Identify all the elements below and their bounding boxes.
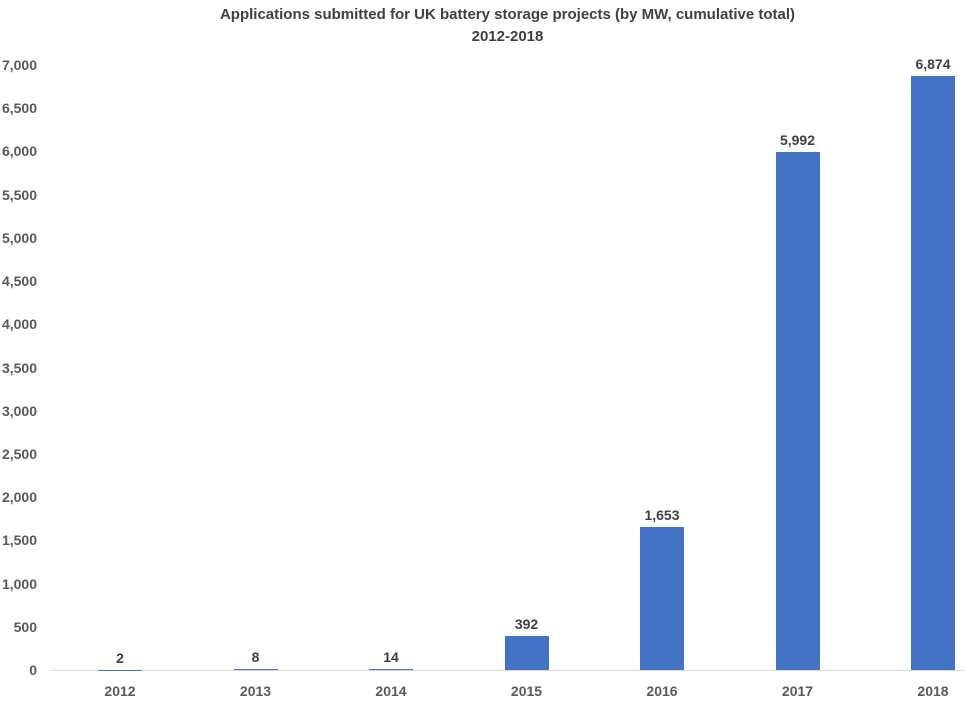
chart-title-line1: Applications submitted for UK battery st… [219, 6, 796, 23]
y-axis-tick-label: 1,500 [1, 532, 37, 549]
data-label-2017: 5,992 [779, 132, 816, 149]
x-axis-label-2018: 2018 [917, 683, 949, 699]
y-axis-tick-label: 4,500 [1, 273, 37, 290]
y-axis-tick-label: 6,000 [1, 143, 37, 160]
bar-2014 [369, 668, 413, 670]
y-axis-tick-label: 3,500 [1, 359, 37, 376]
y-axis-tick-label: 500 [13, 618, 37, 635]
data-label-2014: 14 [383, 648, 399, 665]
chart-title-line2: 2012-2018 [471, 28, 544, 45]
x-axis-label-2014: 2014 [375, 683, 407, 699]
data-label-2018: 6,874 [915, 55, 951, 72]
chart-title: Applications submitted for UK battery st… [50, 4, 965, 48]
x-axis-label-2013: 2013 [239, 683, 272, 699]
y-axis-tick-label: 5,500 [1, 186, 37, 203]
y-axis-tick-label: 5,000 [1, 229, 37, 246]
y-axis-tick-label: 2,000 [1, 489, 37, 506]
y-axis-tick-label: 3,000 [1, 402, 37, 419]
bar-2015 [504, 636, 549, 670]
bar-2016 [640, 527, 684, 670]
y-axis-tick-label: 6,500 [1, 100, 37, 117]
bar-2018 [911, 75, 955, 670]
bar-2017 [775, 152, 820, 670]
data-label-2013: 8 [251, 649, 260, 666]
data-label-2016: 1,653 [644, 507, 680, 524]
y-axis-tick-label: 2,500 [1, 445, 37, 462]
x-axis-label-2012: 2012 [104, 683, 136, 699]
y-axis-tick-label: 7,000 [1, 57, 37, 73]
x-axis-label-2017: 2017 [781, 683, 814, 699]
x-axis-label-2016: 2016 [646, 683, 678, 699]
x-axis-label-2015: 2015 [510, 683, 543, 699]
data-label-2015: 392 [514, 616, 539, 633]
y-axis-tick-label: 1,000 [1, 575, 37, 592]
y-axis-tick-label: 0 [29, 662, 37, 678]
y-axis-tick-label: 4,000 [1, 316, 37, 333]
data-label-2012: 2 [116, 649, 124, 666]
x-axis-line [50, 670, 965, 671]
bar-2013 [233, 669, 278, 670]
